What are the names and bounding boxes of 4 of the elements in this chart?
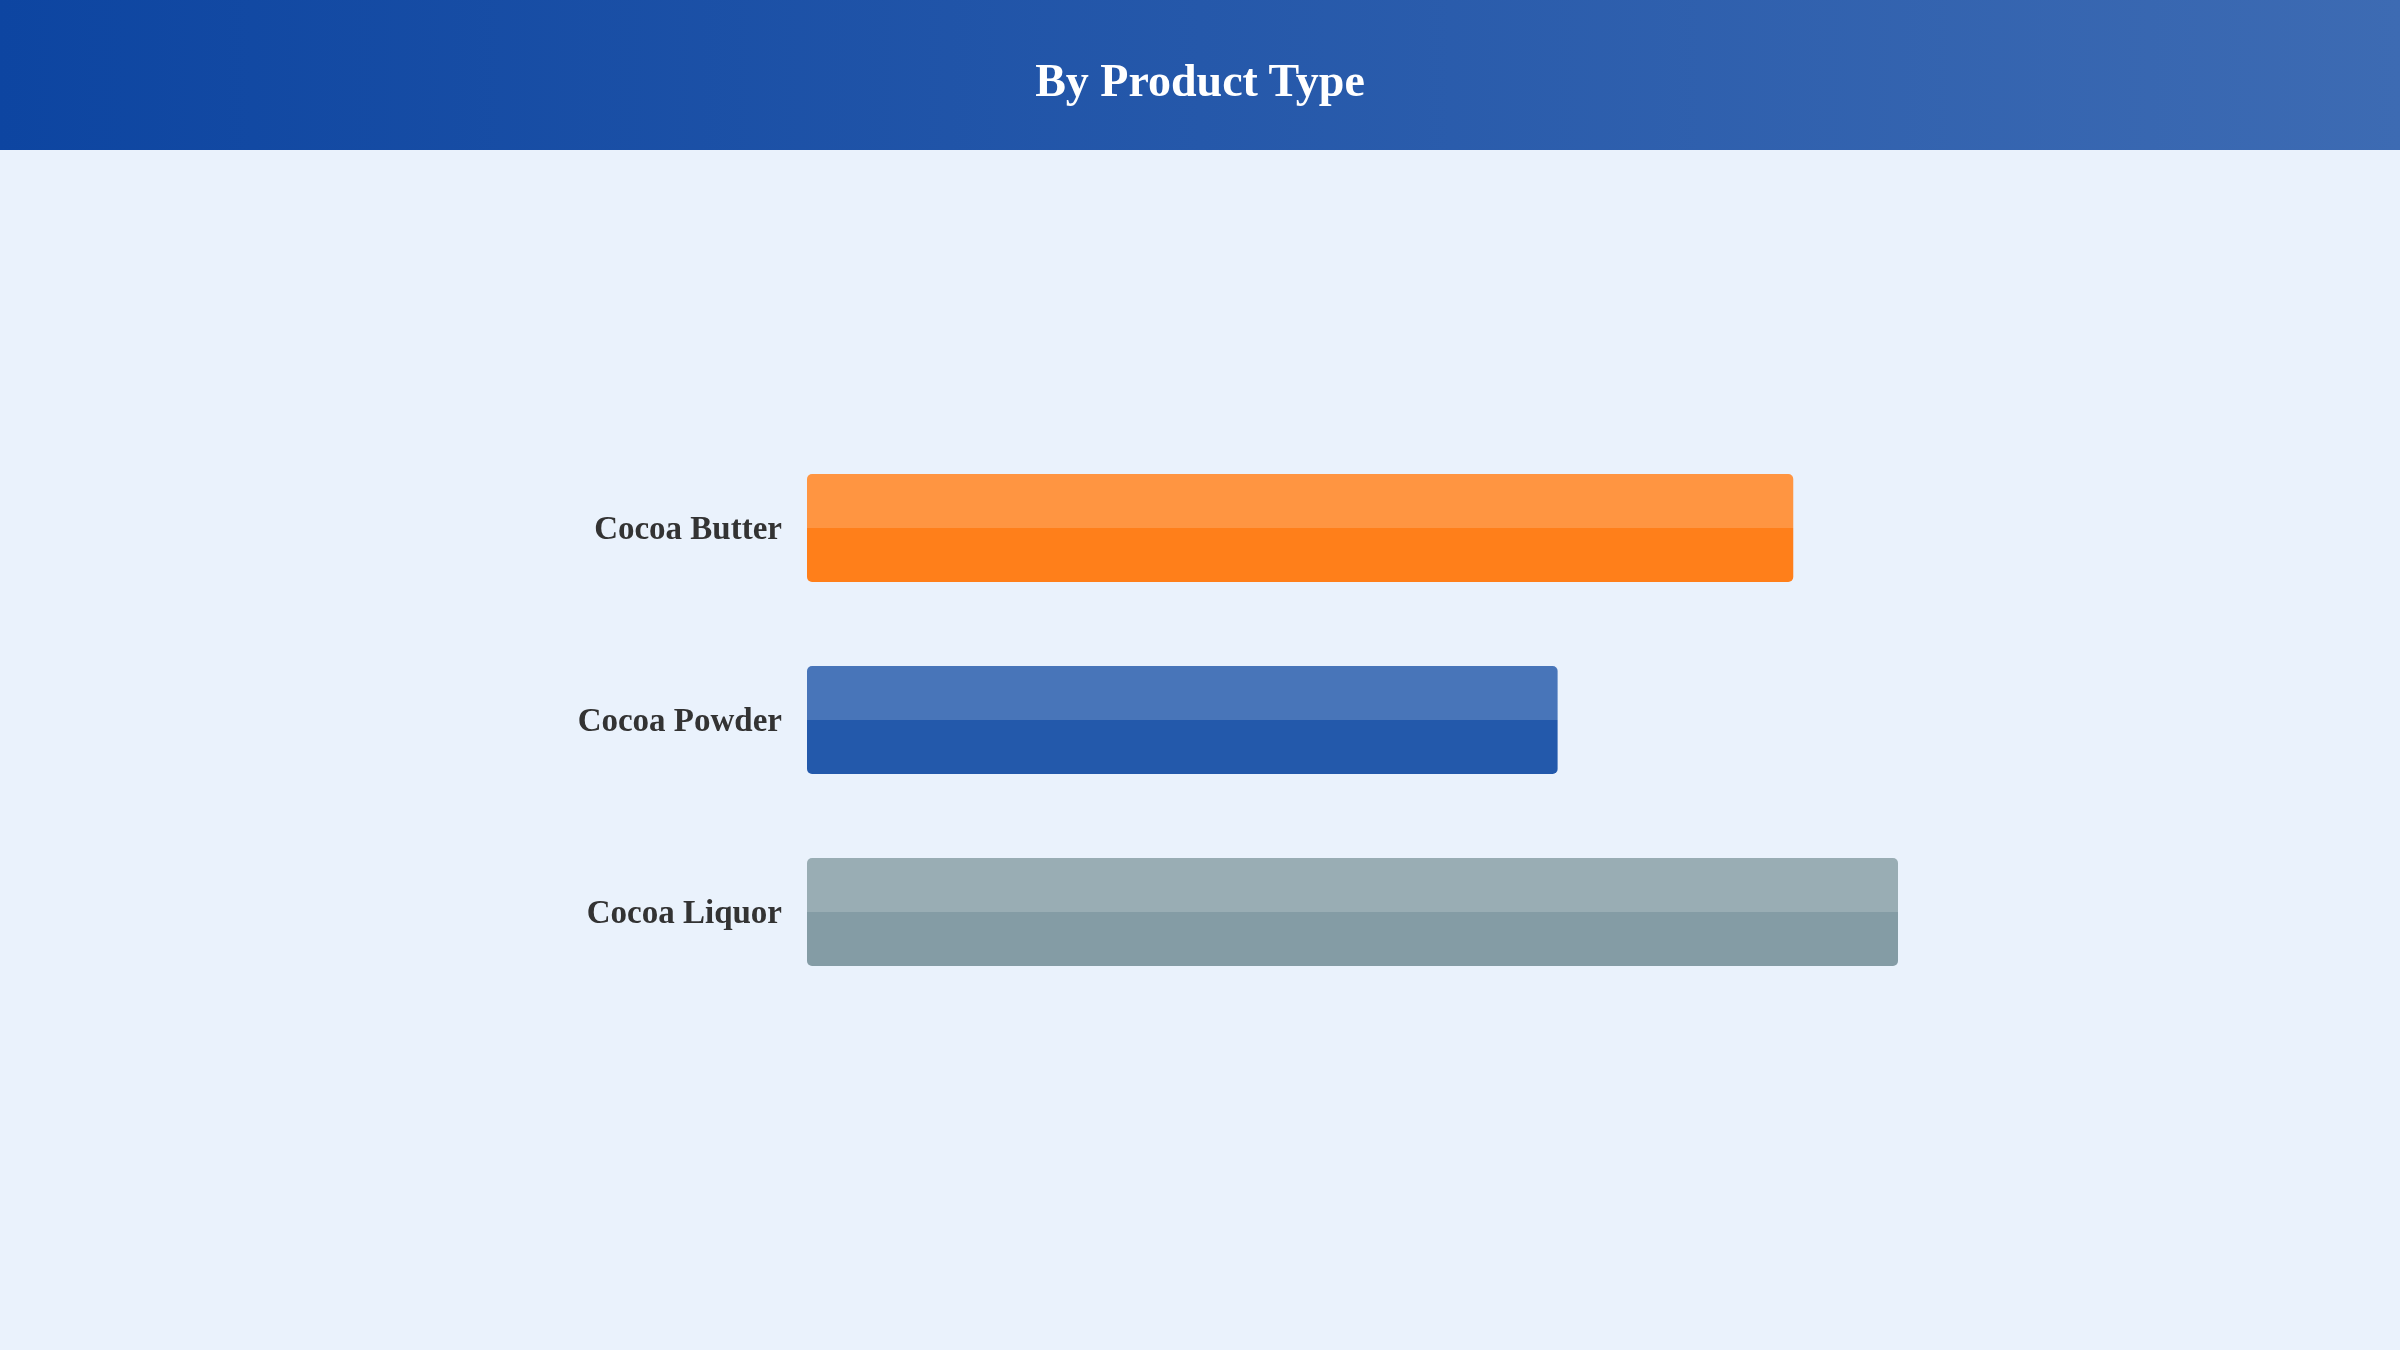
y-tick-label: Cocoa Powder: [577, 702, 782, 738]
chart-title: By Product Type: [1035, 54, 1365, 106]
y-tick-label: Cocoa Butter: [594, 510, 782, 546]
y-tick-label: Cocoa Liquor: [586, 894, 782, 930]
